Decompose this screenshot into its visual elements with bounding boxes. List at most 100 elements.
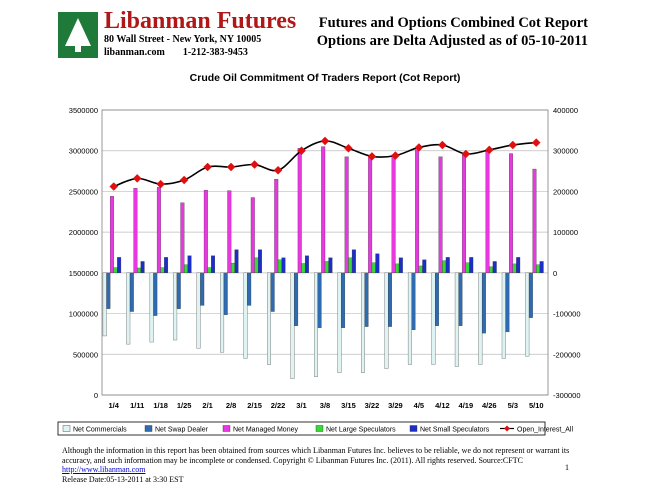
right-tick-label: -100000 (553, 310, 581, 319)
net-managed-money-bar (391, 154, 396, 274)
net-large-speculators-bar (277, 259, 282, 274)
net-swap-dealer-bar (341, 272, 346, 328)
net-swap-dealer-bar (481, 272, 486, 334)
net-large-speculators-bar (536, 264, 541, 274)
net-small-speculators-bar (398, 257, 403, 274)
right-tick-label: -200000 (553, 350, 581, 359)
legend-label: Net Small Speculators (420, 427, 490, 434)
net-small-speculators-bar (117, 257, 122, 274)
open-interest-point (109, 182, 119, 191)
footer-link[interactable]: http://www.libanman.com (62, 465, 146, 474)
disclaimer-text: Although the information in this report … (62, 446, 570, 465)
cot-chart: Crude Oil Commitment Of Traders Report (… (57, 72, 581, 436)
open-interest-point (320, 136, 330, 146)
net-commercials-bar (220, 272, 225, 353)
net-commercials-bar (501, 272, 506, 359)
net-commercials-bar (267, 272, 272, 365)
net-managed-money-bar (415, 149, 420, 274)
open-interest-point (250, 160, 259, 169)
net-commercials-bar (525, 272, 530, 357)
x-tick-label: 4/19 (459, 401, 474, 410)
x-tick-label: 3/1 (296, 401, 306, 410)
right-tick-label: 0 (553, 269, 557, 278)
x-tick-label: 2/8 (226, 401, 236, 410)
left-tick-label: 2500000 (69, 187, 98, 196)
net-swap-dealer-bar (458, 272, 463, 326)
page-number: 1 (565, 463, 569, 472)
net-small-speculators-bar (375, 253, 380, 274)
net-swap-dealer-bar (106, 272, 111, 309)
x-tick-label: 3/15 (341, 401, 356, 410)
open-interest-point (297, 146, 306, 156)
net-large-speculators-bar (348, 257, 353, 274)
net-managed-money-bar (321, 146, 326, 274)
net-swap-dealer-bar (176, 272, 181, 309)
net-large-speculators-bar (465, 262, 470, 274)
net-large-speculators-bar (442, 260, 447, 274)
legend-label: Net Large Speculators (326, 427, 396, 434)
x-tick-label: 2/15 (247, 401, 262, 410)
net-swap-dealer-bar (153, 272, 158, 316)
right-tick-label: 100000 (553, 228, 578, 237)
right-tick-label: 300000 (553, 147, 578, 156)
net-managed-money-bar (462, 154, 466, 274)
net-small-speculators-bar (211, 255, 215, 274)
open-interest-point (438, 140, 447, 150)
x-tick-label: 4/5 (414, 401, 424, 410)
net-swap-dealer-bar (317, 272, 322, 328)
net-swap-dealer-bar (223, 272, 228, 315)
net-small-speculators-bar (445, 257, 450, 274)
x-tick-label: 1/11 (130, 401, 144, 410)
net-commercials-bar (337, 272, 342, 373)
net-managed-money-bar (274, 179, 279, 274)
open-interest-point (179, 175, 189, 185)
net-commercials-bar (478, 272, 483, 365)
legend-box (57, 421, 546, 436)
net-managed-money-bar (156, 187, 161, 274)
net-large-speculators-bar (324, 261, 329, 274)
chart-title: Crude Oil Commitment Of Traders Report (… (190, 72, 461, 84)
open-interest-point (203, 162, 212, 172)
company-website[interactable]: libanman.com (104, 47, 165, 58)
net-large-speculators-bar (395, 263, 400, 274)
left-tick-label: 1500000 (69, 269, 98, 278)
left-tick-label: 3000000 (69, 147, 98, 156)
net-large-speculators-bar (160, 267, 165, 274)
left-tick-label: 1000000 (69, 310, 98, 319)
left-tick-label: 3500000 (69, 106, 98, 115)
legend-swatch (409, 425, 418, 432)
x-tick-label: 3/8 (320, 401, 330, 410)
left-tick-label: 0 (94, 391, 98, 400)
net-commercials-bar (431, 272, 436, 365)
net-large-speculators-bar (113, 267, 118, 274)
left-tick-label: 500000 (73, 350, 98, 359)
net-large-speculators-bar (254, 257, 259, 274)
left-tick-label: 2000000 (69, 228, 98, 237)
open-interest-point (156, 179, 166, 189)
net-large-speculators-bar (301, 263, 306, 274)
net-commercials-bar (196, 272, 201, 349)
net-managed-money-bar (180, 202, 185, 274)
open-interest-point (391, 151, 400, 160)
net-swap-dealer-bar (200, 272, 205, 306)
net-small-speculators-bar (140, 261, 145, 274)
open-interest-point (132, 174, 142, 183)
net-managed-money-bar (344, 156, 349, 274)
net-commercials-bar (149, 272, 154, 343)
right-tick-label: 400000 (553, 106, 578, 115)
net-managed-money-bar (368, 155, 373, 274)
legend-label: Net Commercials (73, 427, 127, 434)
right-tick-label: 200000 (553, 187, 578, 196)
x-tick-label: 5/3 (508, 401, 518, 410)
net-swap-dealer-bar (505, 272, 510, 333)
open-interest-point (484, 145, 494, 155)
x-tick-label: 3/22 (365, 401, 380, 410)
net-managed-money-bar (133, 188, 138, 274)
net-swap-dealer-bar (528, 272, 533, 318)
net-small-speculators-bar (187, 255, 192, 274)
legend-label: Net Swap Dealer (155, 427, 209, 434)
net-managed-money-bar (203, 190, 208, 274)
x-tick-label: 3/29 (388, 401, 403, 410)
right-tick-label: -300000 (553, 391, 581, 400)
release-date: Release Date:05-13-2011 at 3:30 EST (62, 474, 184, 484)
